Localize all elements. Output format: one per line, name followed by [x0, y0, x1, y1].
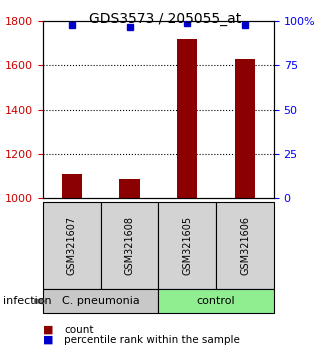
- Bar: [119, 179, 140, 198]
- Text: percentile rank within the sample: percentile rank within the sample: [64, 335, 240, 345]
- Text: ■: ■: [43, 335, 53, 345]
- Text: ■: ■: [43, 325, 53, 335]
- Bar: [62, 174, 82, 198]
- Text: GSM321608: GSM321608: [124, 216, 135, 275]
- Bar: [235, 59, 255, 198]
- Text: GDS3573 / 205055_at: GDS3573 / 205055_at: [89, 12, 241, 27]
- Text: infection: infection: [3, 296, 52, 306]
- Bar: [177, 39, 197, 198]
- Text: GSM321605: GSM321605: [182, 216, 192, 275]
- Text: control: control: [197, 296, 236, 306]
- Text: GSM321607: GSM321607: [67, 216, 77, 275]
- Text: C. pneumonia: C. pneumonia: [62, 296, 140, 306]
- Text: GSM321606: GSM321606: [240, 216, 250, 275]
- Text: count: count: [64, 325, 94, 335]
